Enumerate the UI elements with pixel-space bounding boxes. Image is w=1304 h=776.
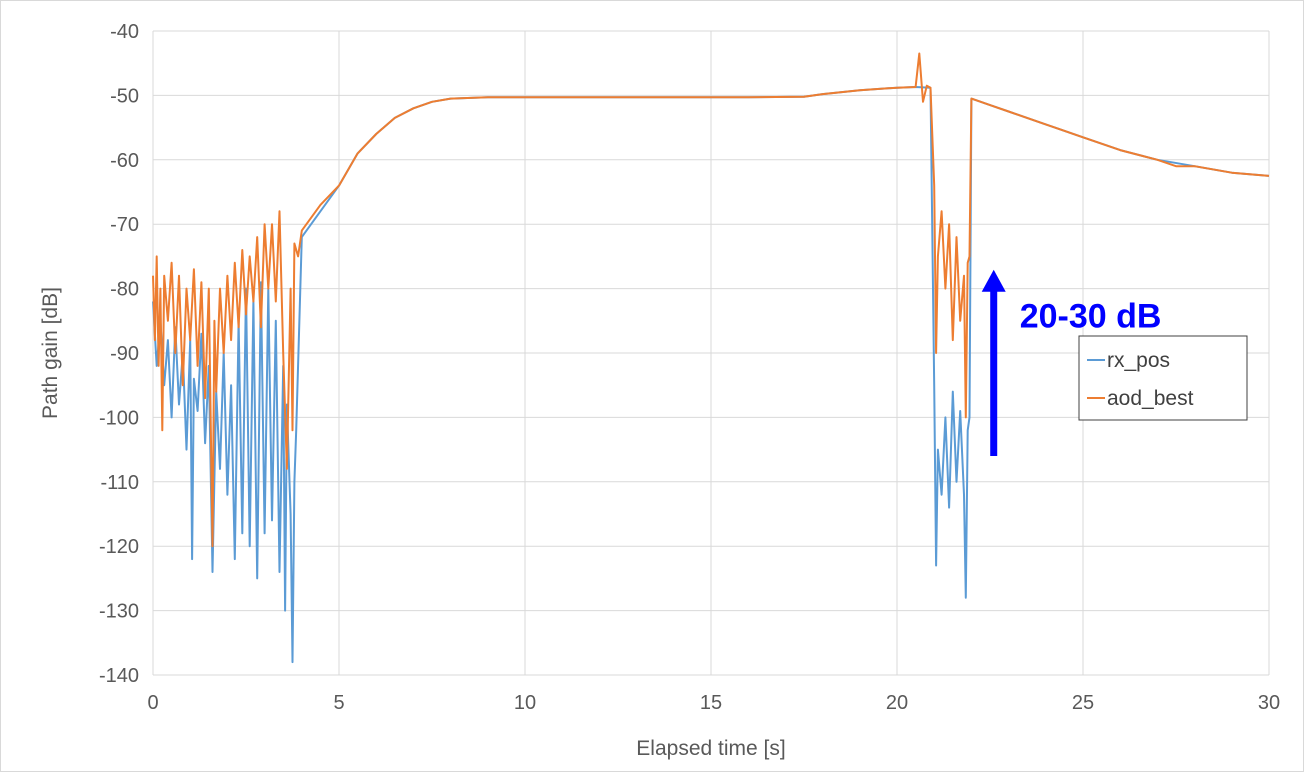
annotation-arrow-head [981,269,1006,292]
series-line-aod_best [152,52,1270,548]
x-tick-label: 30 [1258,692,1280,714]
annotation: 20-30 dB [981,269,1162,457]
y-axis-ticks: -40 -50 -60 -70 -80 -90 -100 -110 -120 -130 -140 [99,21,139,687]
series-line-rx_pos [152,86,1270,664]
y-tick-label: -130 [99,601,139,623]
y-tick-label: -110 [100,472,139,494]
gridlines [152,30,1270,676]
x-tick-label: 5 [333,692,344,714]
annotation-text: 20-30 dB [1020,298,1162,336]
y-tick-label: -100 [99,407,139,429]
y-tick-label: -70 [110,214,139,236]
x-axis-title: Elapsed time [s] [636,737,785,760]
y-tick-label: -80 [110,279,139,301]
x-tick-label: 15 [700,692,722,714]
legend-box [1078,335,1248,421]
y-axis-title: Path gain [dB] [39,287,62,419]
x-tick-label: 10 [514,692,536,714]
x-tick-label: 0 [147,692,158,714]
y-tick-label: -120 [99,536,139,558]
legend-label-aod_best: aod_best [1107,387,1194,410]
y-tick-label: -140 [99,665,139,687]
series-lines [152,52,1270,664]
y-tick-label: -50 [110,85,139,107]
legend[interactable]: rx_pos aod_best [1078,335,1248,421]
y-tick-label: -40 [110,21,139,43]
y-tick-label: -60 [110,150,139,172]
legend-label-rx_pos: rx_pos [1107,349,1170,372]
x-tick-label: 20 [886,692,908,714]
y-tick-label: -90 [110,343,139,365]
x-axis-ticks: 0 5 10 15 20 25 30 [147,692,1280,714]
x-tick-label: 25 [1072,692,1094,714]
